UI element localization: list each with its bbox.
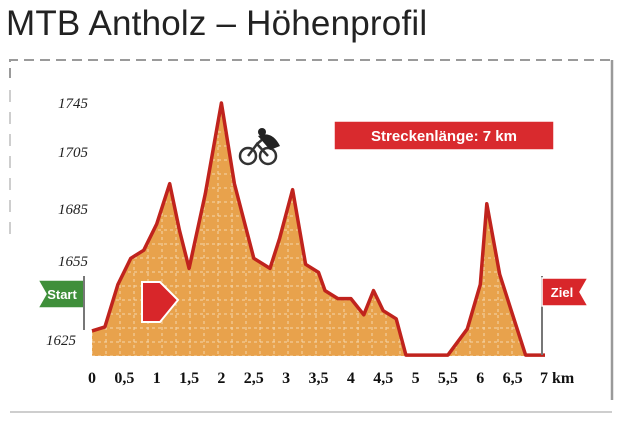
x-tick-label: 2,5 (244, 370, 264, 387)
y-tick-label: 1705 (58, 145, 89, 161)
x-tick-label: 0 (88, 370, 96, 387)
elevation-area (92, 103, 545, 356)
x-tick-label: 4,5 (373, 370, 393, 387)
elevation-line (91, 101, 545, 357)
x-tick-label: 4 (347, 370, 355, 387)
start-flag-icon: Start (36, 276, 85, 330)
length-badge-label: Streckenlänge: 7 km (371, 128, 517, 145)
goal-flag-icon: Ziel (541, 276, 590, 355)
x-tick-label: 6,5 (503, 370, 523, 387)
x-tick-label: 5 (412, 370, 420, 387)
length-badge: Streckenlänge: 7 km (333, 120, 555, 151)
goal-label: Ziel (551, 285, 573, 300)
direction-arrow-icon (141, 281, 180, 323)
y-tick-label: 1655 (58, 254, 89, 270)
x-tick-label: 2 (217, 370, 225, 387)
y-tick-label: 1625 (46, 333, 77, 349)
start-label: Start (47, 287, 77, 302)
x-tick-label: 3 (282, 370, 290, 387)
y-tick-label: 1745 (58, 96, 89, 112)
x-tick-label: 1 (153, 370, 161, 387)
x-tick-label: 1,5 (179, 370, 199, 387)
y-tick-label: 1685 (58, 202, 89, 218)
panel-frame (9, 59, 613, 78)
elevation-line-layer (91, 101, 545, 357)
x-tick-label: 7 km (540, 370, 575, 387)
x-tick-label: 0,5 (114, 370, 134, 387)
x-tick-label: 3,5 (309, 370, 329, 387)
elevation-area-layer (92, 103, 545, 356)
x-tick-label: 5,5 (438, 370, 458, 387)
cyclist-icon (238, 128, 280, 166)
axis-ticks: 0 0,5 1 1,5 2 2,5 3 3,5 4 4,5 5 5,5 6 6,5 7 km 1745 1705… (46, 96, 575, 387)
chart-title: MTB Antholz – Höhenprofil (6, 4, 428, 43)
x-tick-label: 6 (476, 370, 484, 387)
